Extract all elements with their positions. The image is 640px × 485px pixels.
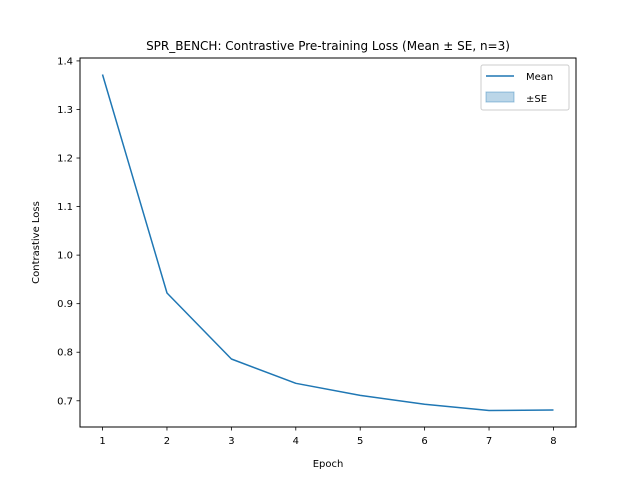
- x-tick-label: 6: [421, 436, 427, 447]
- x-tick-label: 7: [486, 436, 492, 447]
- y-tick-label: 1.4: [57, 56, 73, 67]
- legend: Mean ±SE: [481, 65, 569, 110]
- x-tick-label: 4: [293, 436, 299, 447]
- x-tick-label: 3: [228, 436, 234, 447]
- chart-title: SPR_BENCH: Contrastive Pre-training Loss…: [146, 39, 510, 53]
- x-tick-label: 2: [164, 436, 170, 447]
- y-axis-label: Contrastive Loss: [31, 201, 42, 284]
- y-tick-label: 0.9: [57, 299, 73, 310]
- y-tick-label: 0.7: [57, 396, 73, 407]
- x-axis-label: Epoch: [313, 459, 344, 470]
- legend-mean-label: Mean: [526, 72, 553, 83]
- x-tick-label: 1: [99, 436, 105, 447]
- y-tick-label: 1.2: [57, 154, 73, 165]
- legend-box: [481, 65, 569, 110]
- y-tick-label: 1.3: [57, 105, 73, 116]
- x-tick-label: 8: [550, 436, 556, 447]
- y-tick-label: 1.0: [57, 251, 73, 262]
- legend-se-label: ±SE: [526, 94, 547, 105]
- y-tick-label: 1.1: [57, 202, 73, 213]
- y-tick-label: 0.8: [57, 348, 73, 359]
- legend-se-swatch: [486, 92, 514, 102]
- x-tick-label: 5: [357, 436, 363, 447]
